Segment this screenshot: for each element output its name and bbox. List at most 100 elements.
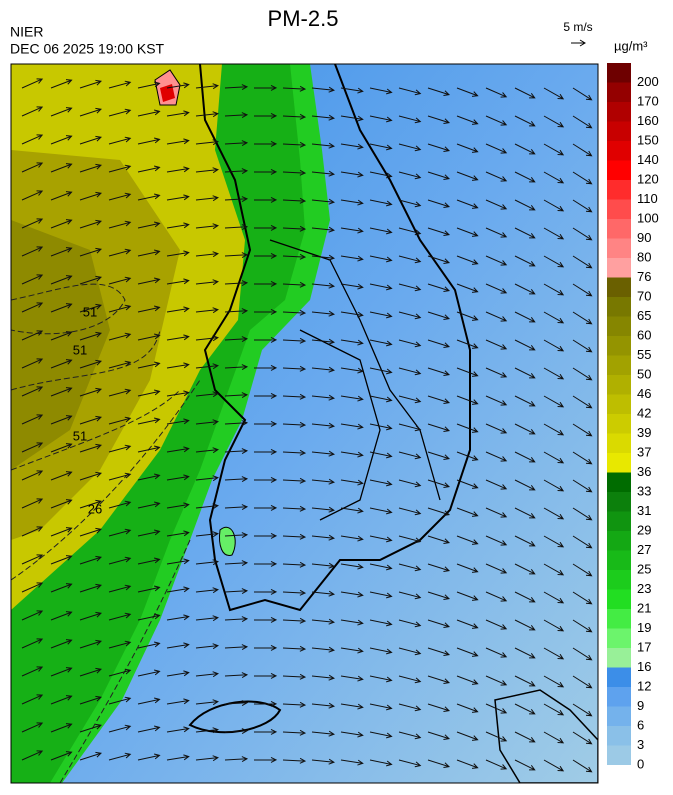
wind-arrow	[398, 199, 422, 208]
wind-arrow	[369, 255, 393, 263]
wind-arrow	[485, 115, 508, 126]
wind-arrow	[427, 199, 451, 209]
colorbar-box	[607, 258, 631, 278]
wind-arrow	[21, 722, 44, 733]
wind-arrow	[456, 507, 479, 517]
wind-arrow	[456, 423, 479, 433]
wind-arrow	[108, 360, 132, 369]
wind-arrow	[137, 165, 161, 173]
wind-arrow	[427, 395, 451, 405]
wind-arrow	[369, 171, 393, 179]
wind-arrow	[166, 166, 190, 173]
wind-arrow	[282, 617, 307, 624]
wind-arrow	[21, 526, 44, 537]
wind-arrow	[21, 274, 44, 285]
wind-arrow	[485, 171, 508, 182]
contour-label: 51	[73, 428, 87, 443]
wind-arrow	[50, 163, 73, 173]
wind-arrow	[195, 391, 219, 398]
wind-arrow	[137, 389, 161, 397]
wind-arrow	[108, 556, 132, 565]
colorbar-label: 29	[637, 522, 651, 537]
wind-arrow	[485, 395, 508, 406]
wind-arrow	[572, 115, 593, 129]
wind-arrow	[485, 675, 508, 686]
wind-arrow	[427, 87, 451, 97]
wind-arrow	[543, 535, 565, 548]
colorbar-label: 50	[637, 366, 651, 381]
wind-arrow	[456, 311, 479, 321]
wind-arrow	[340, 87, 364, 94]
colorbar-label: 17	[637, 639, 651, 654]
wind-arrow	[572, 479, 593, 493]
colorbar-box	[607, 121, 631, 141]
wind-arrow	[79, 387, 102, 397]
wind-arrow	[311, 422, 336, 429]
wind-arrow	[311, 226, 336, 233]
wind-arrow	[572, 563, 593, 577]
colorbar-label: 37	[637, 444, 651, 459]
wind-arrow	[253, 673, 278, 679]
wind-arrow	[79, 471, 102, 481]
wind-arrow	[50, 107, 73, 117]
wind-arrow	[514, 255, 536, 267]
wind-arrow	[514, 283, 536, 295]
contour	[11, 379, 201, 581]
colorbar-label: 55	[637, 347, 651, 362]
wind-arrow	[340, 563, 364, 570]
wind-arrow	[195, 503, 219, 510]
wind-arrow	[398, 619, 422, 628]
island	[219, 527, 236, 556]
wind-arrow	[50, 191, 73, 201]
wind-arrow	[166, 558, 190, 565]
wind-arrow	[311, 674, 336, 681]
wind-arrow	[572, 87, 593, 101]
wind-arrow	[427, 283, 451, 293]
colorbar-box	[607, 492, 631, 512]
wind-arrow	[224, 448, 249, 455]
wind-arrow	[311, 562, 336, 569]
wind-arrow	[195, 83, 219, 90]
wind-arrow	[166, 642, 190, 649]
wind-arrow	[50, 443, 73, 453]
wind-arrow	[543, 759, 565, 772]
colorbar-label: 120	[637, 171, 659, 186]
wind-arrow	[340, 535, 364, 542]
wind-arrow	[311, 114, 336, 121]
colorbar-box	[607, 589, 631, 609]
wind-arrow	[137, 557, 161, 565]
wind-arrow	[398, 647, 422, 656]
wind-arrow	[311, 534, 336, 541]
wind-arrow	[282, 197, 307, 204]
colorbar-box	[607, 316, 631, 336]
wind-arrow	[137, 501, 161, 509]
wind-arrow	[50, 79, 73, 89]
wind-arrow	[543, 227, 565, 240]
wind-arrow	[282, 533, 307, 540]
wind-arrow	[572, 675, 593, 689]
wind-arrow	[514, 87, 536, 99]
wind-arrow	[311, 506, 336, 513]
wind-arrow	[79, 107, 102, 117]
colorbar-box	[607, 277, 631, 297]
colorbar-label: 160	[637, 113, 659, 128]
wind-arrow	[50, 611, 73, 621]
wind-arrow	[543, 619, 565, 632]
wind-arrow	[137, 221, 161, 229]
wind-arrow	[398, 479, 422, 488]
wind-arrow	[572, 367, 593, 381]
wind-arrow	[166, 446, 190, 453]
wind-arrow	[514, 395, 536, 407]
colorbar-box	[607, 726, 631, 746]
wind-arrow	[311, 282, 336, 289]
wind-arrow	[340, 647, 364, 654]
colorbar-box	[607, 199, 631, 219]
contour	[11, 389, 181, 471]
wind-arrow	[224, 196, 249, 203]
wind-arrow	[572, 339, 593, 353]
coastline	[199, 64, 471, 612]
wind-arrow	[514, 507, 536, 519]
wind-arrow	[166, 306, 190, 313]
wind-arrow	[79, 527, 102, 537]
wind-arrow	[195, 167, 219, 174]
